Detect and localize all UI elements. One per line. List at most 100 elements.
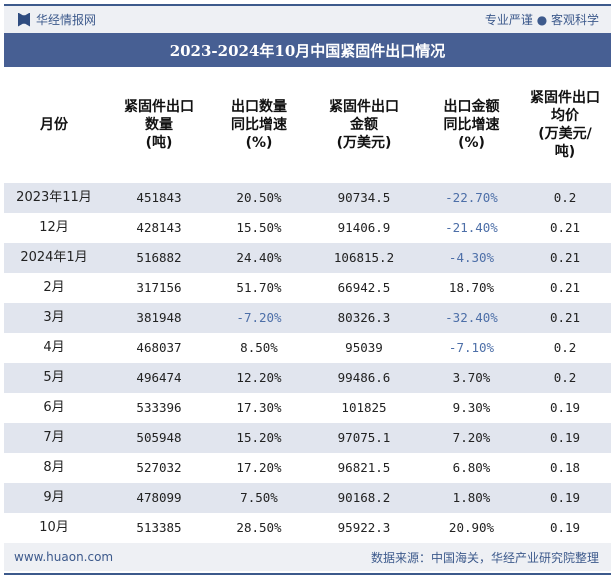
table-cell: 1.80% — [424, 483, 519, 513]
data-source: 数据来源：中国海关，华经产业研究院整理 — [370, 550, 599, 565]
table-row: 2024年1月 516882 24.40% 106815.2 -4.30% 0.21 — [4, 243, 611, 273]
table-cell: 0.21 — [519, 303, 611, 333]
table-cell: 451843 — [104, 183, 214, 213]
table-cell: 3.70% — [424, 363, 519, 393]
column-header-line: 同比增速 — [443, 117, 500, 133]
table-cell: 15.20% — [214, 423, 304, 453]
table-cell: 51.70% — [236, 280, 282, 295]
table-cell: 468037 — [136, 340, 182, 355]
brand-name: 华经情报网 — [36, 13, 97, 27]
column-header-line: 出口金额 — [443, 99, 500, 115]
table-cell: 90168.2 — [304, 483, 424, 513]
table-cell: 4月 — [43, 340, 65, 355]
table-cell: 10月 — [39, 520, 69, 535]
table-cell: 106815.2 — [304, 243, 424, 273]
table-cell: 15.50% — [236, 220, 282, 235]
table-cell: 20.50% — [214, 183, 304, 213]
website-link[interactable]: www.huaon.com — [14, 550, 114, 564]
slogan: 专业严谨 ● 客观科学 — [484, 13, 599, 27]
table-cell: 17.20% — [236, 460, 282, 475]
table-row: 9月 478099 7.50% 90168.2 1.80% 0.19 — [4, 483, 611, 513]
table-row: 2023年11月 451843 20.50% 90734.5 -22.70% 0.2 — [4, 183, 611, 213]
table-row: 12月 428143 15.50% 91406.9 -21.40% 0.21 — [4, 213, 611, 243]
column-header-line: 月份 — [40, 117, 68, 133]
table-cell: 3月 — [4, 303, 104, 333]
column-header-line: (万美元) — [336, 135, 392, 151]
content: 月份 紧固件出口 数量 (吨) 出口数量同比增速 (%) 紧固件出口金额 (万美元) 出口金额同… — [4, 67, 611, 571]
column-header-line: (万美元/ — [538, 126, 592, 142]
table-cell: 9.30% — [452, 400, 491, 415]
column-header: 紧固件出口 金额 (万美元) — [304, 67, 424, 183]
column-header-line: 均价 — [551, 108, 579, 124]
table-cell: 6.80% — [452, 460, 491, 475]
table-cell: 0.18 — [549, 460, 581, 475]
brand-logo: 华经情报网 — [18, 11, 96, 28]
column-header-line: 同比增速 — [231, 117, 287, 133]
table-cell: -4.30% — [424, 243, 519, 273]
table-cell: 0.21 — [549, 220, 581, 235]
top-bar: 华经情报网 专业严谨 ● 客观科学 — [4, 6, 611, 33]
table-cell: 505948 — [104, 423, 214, 453]
table-cell: 17.30% — [236, 400, 282, 415]
table-cell: 317156 — [136, 280, 182, 295]
column-header: 紧固件出口 数量 (吨) — [104, 67, 214, 183]
table-row: 4月 468037 8.50% 95039 -7.10% 0.2 — [4, 333, 611, 363]
page-title: 2023-2024年10月中国紧固件出口情况 — [4, 33, 611, 67]
column-header-line: (%) — [245, 135, 273, 151]
table-cell: 7月 — [4, 423, 104, 453]
table-cell: -32.40% — [424, 303, 519, 333]
table-cell: 28.50% — [236, 520, 282, 535]
column-header: 出口数量同比增速 (%) — [214, 67, 304, 183]
table-row: 6月 533396 17.30% 101825 9.30% 0.19 — [4, 393, 611, 423]
table-cell: 0.19 — [549, 520, 581, 535]
table-cell: 533396 — [136, 400, 182, 415]
table-cell: 0.19 — [519, 483, 611, 513]
table-cell: 0.21 — [519, 243, 611, 273]
table-row: 2月 317156 51.70% 66942.5 18.70% 0.21 — [4, 273, 611, 303]
column-header-line: 紧固件出口 — [124, 99, 194, 115]
table-row: 8月 527032 17.20% 96821.5 6.80% 0.18 — [4, 453, 611, 483]
table-cell: 513385 — [136, 520, 182, 535]
table-cell: 478099 — [104, 483, 214, 513]
column-header-line: 金额 — [350, 117, 378, 133]
table-cell: 527032 — [136, 460, 182, 475]
table-cell: 90734.5 — [304, 183, 424, 213]
column-header-line: 出口数量 — [231, 99, 287, 115]
table-row: 3月 381948 -7.20% 80326.3 -32.40% 0.21 — [4, 303, 611, 333]
table-cell: -7.20% — [214, 303, 304, 333]
table-cell: 0.2 — [519, 363, 611, 393]
table-cell: 2月 — [43, 280, 65, 295]
column-header: 月份 — [4, 67, 104, 183]
column-header-line: 吨) — [554, 144, 576, 160]
table-cell: 0.19 — [519, 423, 611, 453]
footer: www.huaon.com 数据来源：中国海关，华经产业研究院整理 — [4, 543, 611, 571]
table-cell: 428143 — [136, 220, 182, 235]
data-table: 月份 紧固件出口 数量 (吨) 出口数量同比增速 (%) 紧固件出口金额 (万美元) 出口金额同… — [4, 67, 611, 543]
table-cell: -21.40% — [445, 220, 498, 235]
table-cell: 7.20% — [424, 423, 519, 453]
table-cell: 95922.3 — [337, 520, 391, 535]
header-row: 月份 紧固件出口 数量 (吨) 出口数量同比增速 (%) 紧固件出口金额 (万美元) 出口金额同… — [4, 67, 611, 183]
table-cell: 12月 — [39, 220, 69, 235]
table-cell: 8.50% — [240, 340, 278, 355]
column-header-line: (%) — [458, 135, 485, 151]
table-cell: 95039 — [345, 340, 383, 355]
table-cell: 96821.5 — [337, 460, 391, 475]
table-cell: 66942.5 — [337, 280, 391, 295]
table-cell: -22.70% — [424, 183, 519, 213]
table-cell: 0.21 — [549, 280, 581, 295]
column-header-line: (吨) — [145, 135, 173, 151]
table-cell: 496474 — [104, 363, 214, 393]
table-cell: 24.40% — [214, 243, 304, 273]
table-cell: 5月 — [4, 363, 104, 393]
table-cell: 2023年11月 — [4, 183, 104, 213]
table-cell: 2024年1月 — [4, 243, 104, 273]
table-cell: 80326.3 — [304, 303, 424, 333]
table-cell: 97075.1 — [304, 423, 424, 453]
table-cell: 9月 — [4, 483, 104, 513]
logo-icon — [18, 12, 30, 27]
table-cell: 516882 — [104, 243, 214, 273]
table-cell: 12.20% — [214, 363, 304, 393]
table-cell: 20.90% — [448, 520, 495, 535]
table-cell: 0.2 — [553, 340, 577, 355]
